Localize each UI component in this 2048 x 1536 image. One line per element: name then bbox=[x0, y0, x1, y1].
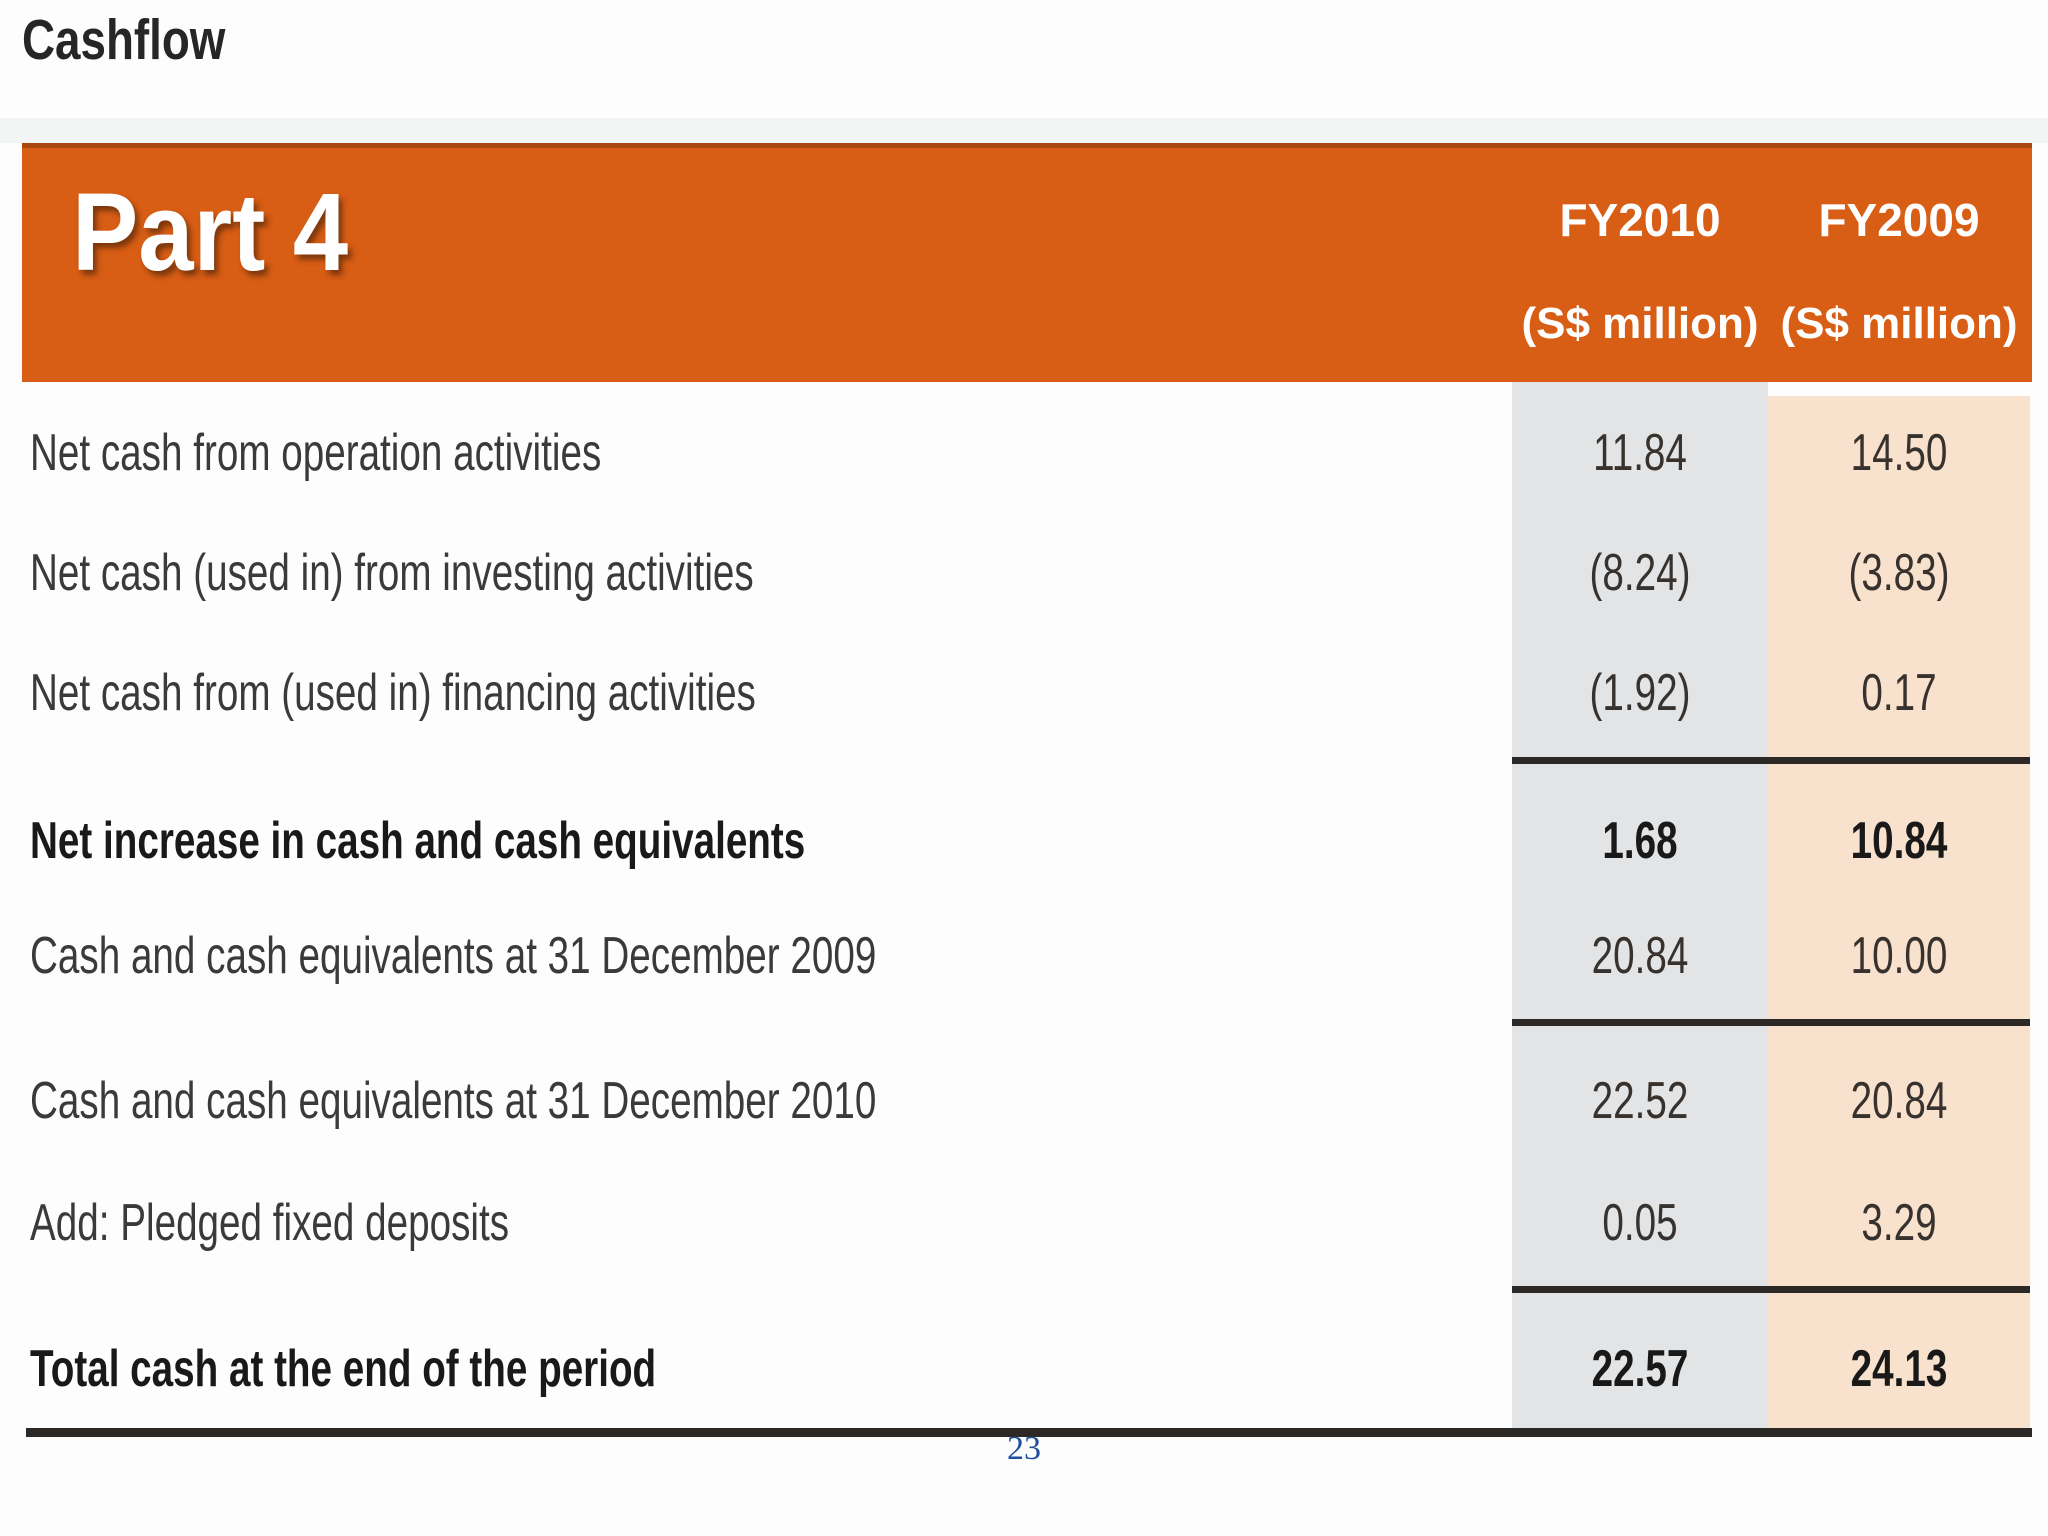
row-value-fy2009: 24.13 bbox=[1850, 1338, 1948, 1398]
table-row: Net cash from (used in) financing activi… bbox=[0, 650, 2048, 734]
divider-line bbox=[1512, 757, 2030, 764]
row-value-fy2009: 0.17 bbox=[1861, 662, 1937, 722]
row-value-fy2009: 10.00 bbox=[1850, 925, 1948, 985]
row-value-fy2010: (8.24) bbox=[1589, 542, 1691, 602]
row-label: Net cash from (used in) financing activi… bbox=[30, 662, 756, 722]
row-value-fy2010: (1.92) bbox=[1589, 662, 1691, 722]
table-row: Add: Pledged fixed deposits 0.05 3.29 bbox=[0, 1180, 2048, 1264]
row-value-fy2009: (3.83) bbox=[1848, 542, 1950, 602]
row-value-fy2010: 11.84 bbox=[1593, 422, 1687, 482]
divider-line bbox=[1512, 1286, 2030, 1293]
fy2009-column-background bbox=[1768, 396, 2030, 1428]
row-label: Net cash from operation activities bbox=[30, 422, 602, 482]
row-value-fy2009: 3.29 bbox=[1861, 1192, 1937, 1252]
row-label: Cash and cash equivalents at 31 December… bbox=[30, 925, 877, 985]
row-value-fy2009: 10.84 bbox=[1850, 810, 1948, 870]
row-value-fy2010: 22.52 bbox=[1591, 1070, 1689, 1130]
row-label: Cash and cash equivalents at 31 December… bbox=[30, 1070, 877, 1130]
column-header-fy2009-year: FY2009 bbox=[1818, 194, 1980, 246]
row-label: Total cash at the end of the period bbox=[30, 1338, 657, 1398]
table-row-total: Net increase in cash and cash equivalent… bbox=[0, 798, 2048, 882]
table-row: Net cash from operation activities 11.84… bbox=[0, 410, 2048, 494]
row-value-fy2010: 1.68 bbox=[1602, 810, 1678, 870]
table-bottom-border bbox=[26, 1428, 2032, 1437]
table-header-banner: Part 4 FY2010 (S$ million) FY2009 (S$ mi… bbox=[22, 143, 2032, 382]
table-row: Cash and cash equivalents at 31 December… bbox=[0, 913, 2048, 997]
divider-line bbox=[1512, 1019, 2030, 1026]
fy2010-column-background bbox=[1512, 382, 1768, 1428]
column-header-fy2009-unit: (S$ million) bbox=[1780, 299, 2018, 348]
table-row: Cash and cash equivalents at 31 December… bbox=[0, 1058, 2048, 1142]
part-label: Part 4 bbox=[72, 169, 349, 294]
page-number: 23 bbox=[1007, 1430, 1041, 1467]
table-row: Net cash (used in) from investing activi… bbox=[0, 530, 2048, 614]
column-header-fy2010-year: FY2010 bbox=[1559, 194, 1721, 246]
row-label: Add: Pledged fixed deposits bbox=[30, 1192, 510, 1252]
table-row-total: Total cash at the end of the period 22.5… bbox=[0, 1326, 2048, 1410]
row-value-fy2010: 0.05 bbox=[1602, 1192, 1678, 1252]
column-header-fy2010-unit: (S$ million) bbox=[1521, 299, 1759, 348]
page-title: Cashflow bbox=[22, 9, 226, 72]
row-value-fy2010: 22.57 bbox=[1591, 1338, 1689, 1398]
row-value-fy2009: 20.84 bbox=[1850, 1070, 1948, 1130]
background-strip bbox=[0, 118, 2048, 143]
row-value-fy2009: 14.50 bbox=[1850, 422, 1948, 482]
row-label: Net increase in cash and cash equivalent… bbox=[30, 810, 806, 870]
row-label: Net cash (used in) from investing activi… bbox=[30, 542, 754, 602]
row-value-fy2010: 20.84 bbox=[1591, 925, 1689, 985]
